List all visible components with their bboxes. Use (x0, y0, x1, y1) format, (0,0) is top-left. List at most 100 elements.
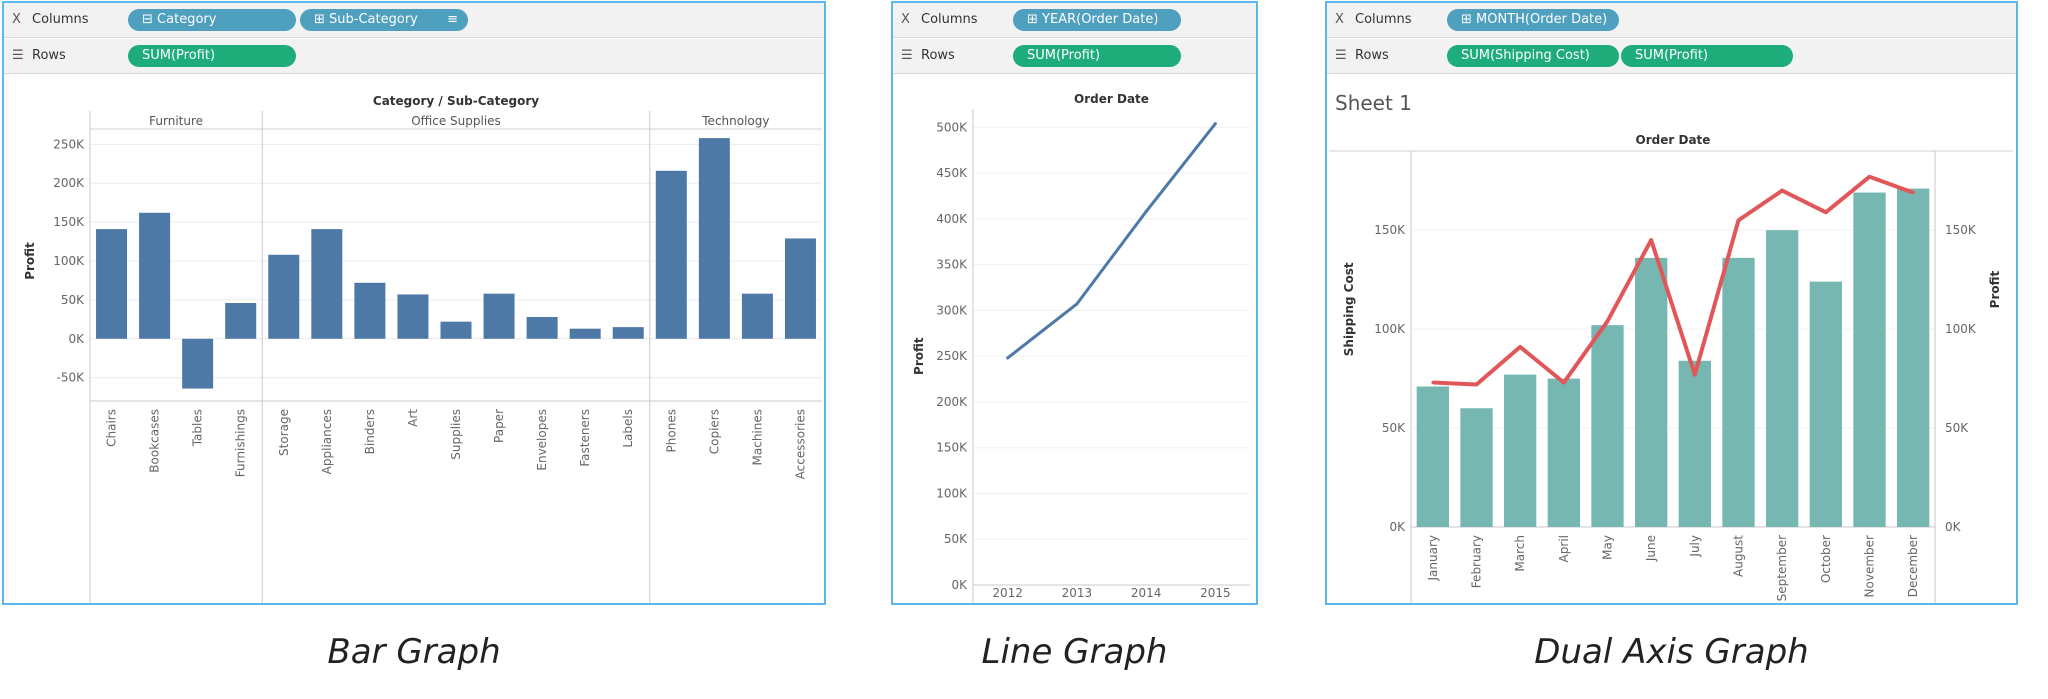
x-tick-label: July (1688, 535, 1702, 558)
bar (569, 328, 601, 339)
line-point (1606, 319, 1609, 323)
line-point (1911, 191, 1915, 195)
bar (225, 303, 257, 339)
sub-category-pill[interactable]: ⊞ Sub-Category ≡ (300, 9, 468, 31)
bar (268, 254, 300, 339)
columns-shelf[interactable]: Ⅹ Columns ⊞ YEAR(Order Date) (893, 3, 1256, 38)
y-tick-label: 300K (936, 303, 968, 317)
columns-icon: Ⅹ (1335, 12, 1344, 27)
sum-profit-pill[interactable]: SUM(Profit) (1013, 45, 1181, 67)
bar (440, 321, 472, 339)
x-tick-label: September (1775, 535, 1789, 601)
columns-label: Columns (1355, 12, 1412, 27)
y-tick-label: 250K (53, 137, 85, 151)
x-tick-label: November (1863, 535, 1877, 597)
line-chart: Order Date 0K 50K 100K 150K 200K 250K 300K 350K 4… (912, 92, 1250, 603)
expand-icon[interactable]: ⊞ (1027, 12, 1038, 27)
x-tick-label: Appliances (320, 409, 334, 474)
x-tick-label: 2015 (1200, 586, 1231, 600)
line-point (1693, 373, 1697, 377)
category-pill[interactable]: ⊟ Category (128, 9, 296, 31)
expand-icon[interactable]: ⊞ (1461, 12, 1472, 27)
x-tick-label: Phones (664, 409, 678, 452)
x-tick-label: June (1644, 535, 1658, 562)
y-tick-label: 100K (53, 254, 85, 268)
rows-shelf[interactable]: ☰ Rows SUM(Profit) (4, 39, 824, 74)
y-tick-label: 400K (936, 212, 968, 226)
x-tick-label: Envelopes (535, 409, 549, 471)
shipping-cost-bar (1416, 386, 1449, 527)
shipping-cost-bar (1853, 192, 1886, 527)
month-order-date-pill[interactable]: ⊞ MONTH(Order Date) (1447, 9, 1619, 31)
shipping-cost-bar (1897, 188, 1930, 527)
x-tick-label: Supplies (449, 409, 463, 460)
y-axis-title: Profit (23, 242, 37, 280)
rows-icon: ☰ (1335, 48, 1347, 63)
sort-icon[interactable]: ≡ (447, 12, 458, 27)
y-tick-label-right: 0K (1945, 520, 1962, 534)
profit-line (1432, 174, 1914, 387)
x-tick-label: 2013 (1062, 586, 1093, 600)
columns-label: Columns (32, 12, 89, 27)
y-tick-label: 100K (936, 486, 968, 500)
y-tick-label-right: 50K (1945, 421, 1969, 435)
bar (741, 293, 773, 339)
bar (182, 338, 214, 389)
y-tick-label-right: 150K (1945, 223, 1977, 237)
x-tick-label: Copiers (707, 409, 721, 454)
x-tick-label: January (1426, 535, 1440, 582)
bar (311, 229, 343, 339)
rows-shelf[interactable]: ☰ Rows SUM(Profit) (893, 39, 1256, 74)
y-tick-label: 50K (944, 532, 968, 546)
sum-profit-pill[interactable]: SUM(Profit) (1621, 45, 1793, 67)
x-tick-label: 2014 (1131, 586, 1162, 600)
bar (354, 282, 386, 339)
year-order-date-pill[interactable]: ⊞ YEAR(Order Date) (1013, 9, 1181, 31)
y-tick-label: 0K (951, 578, 968, 592)
sum-shipping-cost-pill[interactable]: SUM(Shipping Cost) (1447, 45, 1619, 67)
shipping-cost-bar (1547, 378, 1580, 527)
y-tick-label: 250K (936, 349, 968, 363)
x-tick-label: Bookcases (148, 409, 162, 473)
sum-profit-pill[interactable]: SUM(Profit) (128, 45, 296, 67)
y-tick-label: 200K (936, 395, 968, 409)
line-point (1518, 345, 1522, 349)
shipping-cost-bar (1678, 360, 1711, 527)
shipping-cost-bar (1809, 281, 1842, 527)
chart-title: Order Date (1636, 133, 1711, 147)
y-tick-label: 50K (61, 293, 85, 307)
y-tick-label: -50K (57, 371, 86, 385)
line-graph-caption: Line Graph (981, 632, 1168, 672)
y-axis-title-left: Shipping Cost (1342, 262, 1356, 356)
shipping-cost-bar (1504, 374, 1537, 527)
bar (655, 170, 687, 339)
bar (698, 138, 730, 339)
x-tick-label: December (1906, 535, 1920, 597)
line-point (1213, 122, 1217, 126)
y-axis-title: Profit (912, 337, 926, 375)
x-tick-label: Fasteners (578, 409, 592, 467)
y-tick-label: 350K (936, 258, 968, 272)
rows-label: Rows (1355, 48, 1389, 63)
collapse-icon[interactable]: ⊟ (142, 12, 153, 27)
shipping-cost-bar (1766, 230, 1799, 527)
y-tick-label: 500K (936, 120, 968, 134)
expand-icon[interactable]: ⊞ (314, 12, 325, 27)
columns-shelf[interactable]: Ⅹ Columns ⊟ Category ⊞ Sub-Category ≡ (4, 3, 824, 38)
x-tick-label: October (1819, 535, 1833, 583)
y-tick-label-left: 50K (1382, 421, 1406, 435)
shipping-cost-bar (1460, 408, 1493, 527)
y-tick-label: 450K (936, 166, 968, 180)
rows-shelf[interactable]: ☰ Rows SUM(Shipping Cost) SUM(Profit) (1327, 39, 2016, 74)
x-tick-label: May (1601, 535, 1615, 560)
rows-icon: ☰ (901, 48, 913, 63)
columns-label: Columns (921, 12, 978, 27)
y-tick-label-right: 100K (1945, 322, 1977, 336)
line-point (1431, 381, 1435, 385)
rows-label: Rows (921, 48, 955, 63)
x-tick-label: Furnishings (234, 409, 248, 477)
columns-shelf[interactable]: Ⅹ Columns ⊞ MONTH(Order Date) (1327, 3, 2016, 38)
line-point (1006, 356, 1010, 360)
bar (784, 238, 816, 339)
bar (526, 317, 558, 339)
